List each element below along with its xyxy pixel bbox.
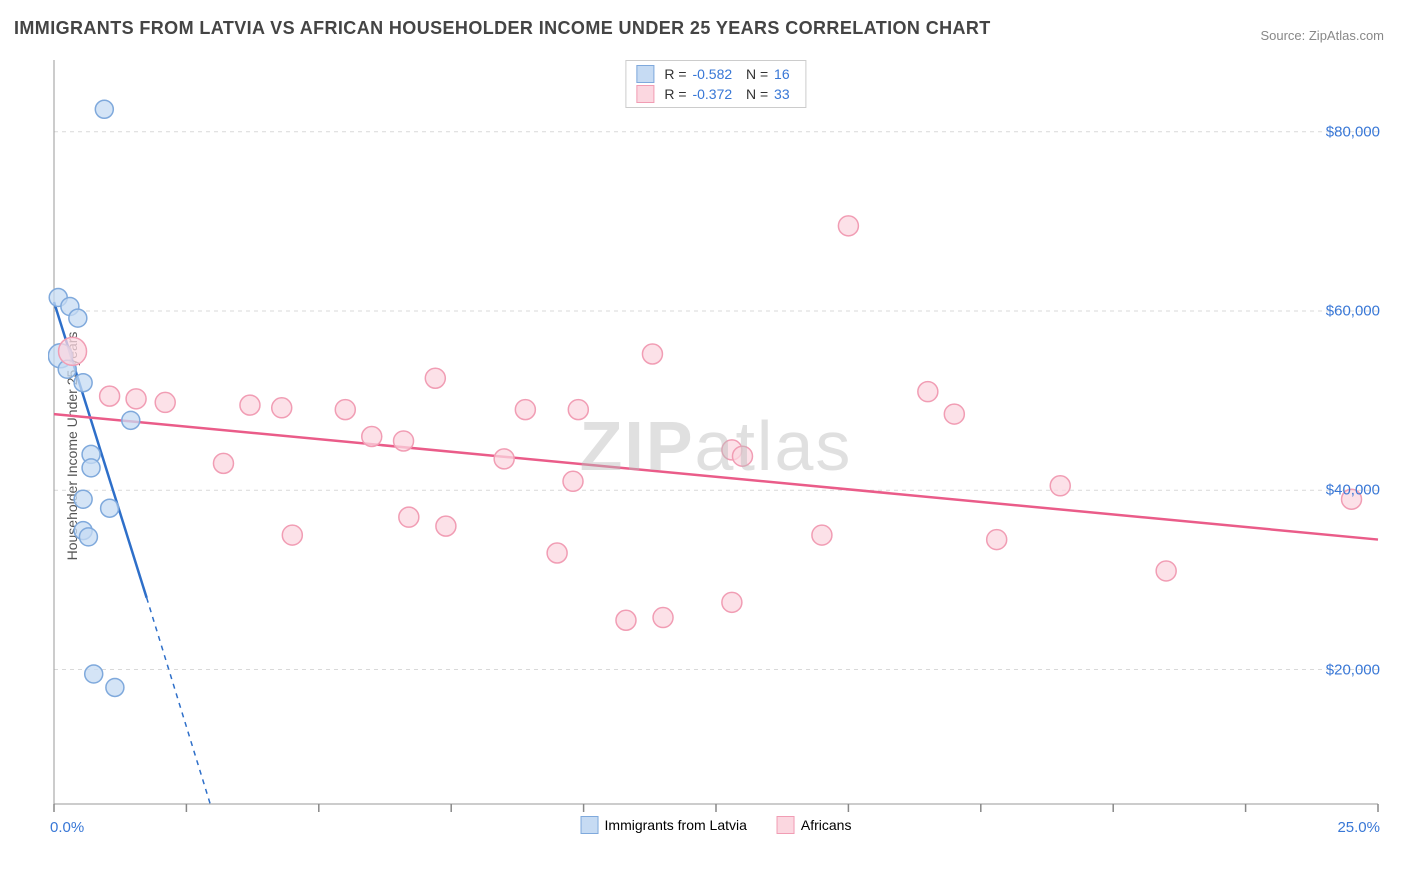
correlation-legend: R = -0.582 N = 16 R = -0.372 N = 33 <box>625 60 806 108</box>
legend-row: R = -0.582 N = 16 <box>636 65 795 83</box>
legend-swatch <box>581 816 599 834</box>
legend-swatch <box>636 85 654 103</box>
y-tick-label: $20,000 <box>1326 661 1380 678</box>
legend-swatch <box>636 65 654 83</box>
series-legend: Immigrants from Latvia Africans <box>581 816 852 834</box>
x-axis-max-label: 25.0% <box>1337 819 1380 836</box>
legend-item: Africans <box>777 816 852 834</box>
source-attribution: Source: ZipAtlas.com <box>1260 28 1384 43</box>
y-tick-label: $80,000 <box>1326 123 1380 140</box>
y-tick-label: $40,000 <box>1326 482 1380 499</box>
chart-title: IMMIGRANTS FROM LATVIA VS AFRICAN HOUSEH… <box>14 18 991 39</box>
x-axis-min-label: 0.0% <box>50 819 84 836</box>
legend-row: R = -0.372 N = 33 <box>636 85 795 103</box>
y-tick-label: $60,000 <box>1326 302 1380 319</box>
legend-label: Immigrants from Latvia <box>605 817 747 833</box>
legend-swatch <box>777 816 795 834</box>
legend-item: Immigrants from Latvia <box>581 816 747 834</box>
plot-area: Householder Income Under 25 years ZIPatl… <box>48 56 1384 836</box>
chart-svg <box>48 56 1384 836</box>
legend-label: Africans <box>801 817 852 833</box>
